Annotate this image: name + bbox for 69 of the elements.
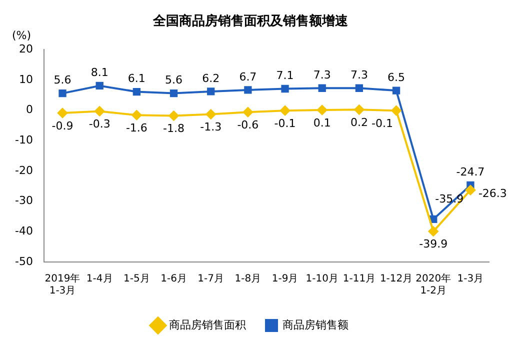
data-label: -1.6 <box>126 122 148 134</box>
x-tick-label: 1-5月 <box>124 274 150 285</box>
point <box>96 82 104 90</box>
point <box>58 108 68 118</box>
point <box>354 104 364 115</box>
x-tick-label: 1-3月 <box>457 274 484 285</box>
data-label: -0.1 <box>274 116 296 130</box>
data-label: 6.5 <box>388 70 406 84</box>
point <box>281 84 289 93</box>
data-label: -24.7 <box>456 166 485 179</box>
point <box>242 107 253 118</box>
point <box>392 86 400 94</box>
point <box>58 89 66 98</box>
point <box>207 88 215 96</box>
data-label: -0.3 <box>88 118 110 131</box>
y-axis-title: (%) <box>12 28 32 42</box>
x-tick-label: 2020年 1-2月 <box>416 272 452 297</box>
data-label: -1.3 <box>200 120 222 134</box>
chart-title: 全国商品房销售面积及销售额增速 <box>152 13 349 30</box>
point <box>244 86 252 94</box>
y-tick-label: 20 <box>18 42 33 56</box>
point <box>206 109 216 120</box>
point <box>465 185 476 196</box>
point <box>280 106 290 116</box>
data-label: 0.2 <box>350 116 368 130</box>
y-tick-label: -30 <box>15 194 33 208</box>
x-tick-label: 1-7月 <box>198 274 224 285</box>
data-label: -0.9 <box>52 119 74 132</box>
y-tick-label: -20 <box>15 164 33 177</box>
data-label: 7.1 <box>276 69 294 82</box>
data-label: -0.6 <box>237 118 259 132</box>
data-label: 5.6 <box>165 74 183 87</box>
point <box>132 88 141 96</box>
x-tick-label: 1-6月 <box>160 274 187 285</box>
x-tick-label: 1-4月 <box>86 274 113 285</box>
x-tick-label: 1-11月 <box>342 274 376 285</box>
legend-label: 商品房销售面积 <box>169 318 246 332</box>
point <box>94 106 105 116</box>
data-label: -1.8 <box>163 122 184 136</box>
data-label: 5.6 <box>54 74 72 87</box>
data-label: 7.3 <box>313 68 331 82</box>
data-label: -39.9 <box>419 238 448 251</box>
data-label: -26.3 <box>478 186 507 200</box>
data-label: 7.3 <box>350 68 368 82</box>
point <box>391 106 402 116</box>
x-tick-label: 1-8月 <box>234 274 262 285</box>
data-label: 6.7 <box>239 70 257 84</box>
x-tick-label: 1-9月 <box>272 274 298 285</box>
point <box>132 110 142 120</box>
point <box>318 84 326 92</box>
data-label: 6.2 <box>202 72 220 85</box>
y-tick-label: 10 <box>18 72 33 86</box>
data-label: -0.1 <box>372 116 394 130</box>
y-tick-label: -40 <box>15 224 33 238</box>
legend-label: 商品房销售额 <box>282 318 348 332</box>
x-tick-label: 1-10月 <box>306 274 338 285</box>
point <box>355 84 364 92</box>
data-label: 6.1 <box>128 72 146 86</box>
y-tick-label: 0 <box>26 103 33 116</box>
point <box>317 104 328 115</box>
y-tick-label: -10 <box>15 133 33 146</box>
data-label: 0.1 <box>313 116 331 130</box>
x-tick-label: 2019年 1-3月 <box>44 272 80 297</box>
point <box>168 110 179 121</box>
y-tick-label: -50 <box>15 254 33 268</box>
point <box>428 226 438 236</box>
point <box>170 89 178 98</box>
x-tick-label: 1-12月 <box>380 274 413 285</box>
data-label: 8.1 <box>90 66 108 80</box>
